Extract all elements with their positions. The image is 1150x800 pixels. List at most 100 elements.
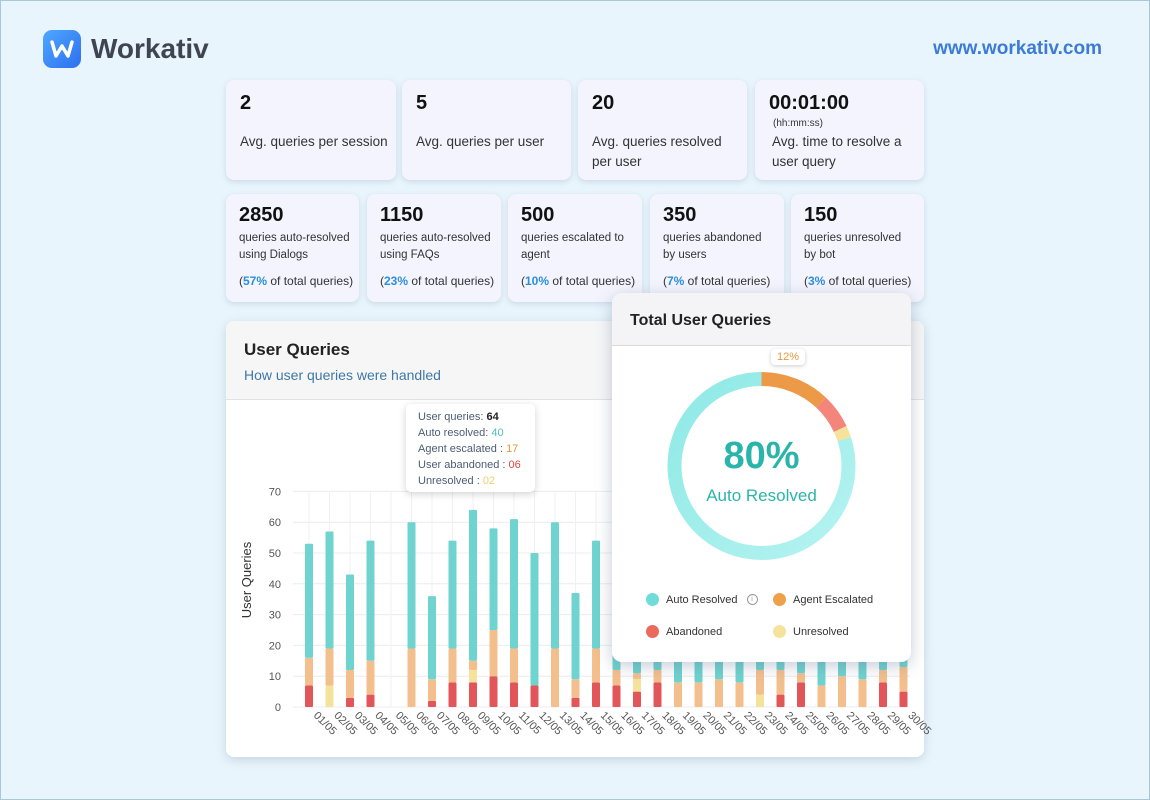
bar-segment-unresolved[interactable]: [325, 685, 334, 707]
bar-segment-agent-escalated[interactable]: [305, 657, 313, 686]
bar-segment-abandoned[interactable]: [571, 697, 580, 707]
breakdown-card-abandoned: 350 queries abandoned by users (7% of to…: [650, 194, 784, 302]
legend-unresolved[interactable]: Unresolved: [773, 625, 849, 638]
bar-segment-agent-escalated[interactable]: [469, 660, 477, 671]
bar-segment-agent-escalated[interactable]: [838, 676, 846, 707]
bar-segment-auto-resolved[interactable]: [551, 522, 559, 649]
bar-segment-agent-escalated[interactable]: [592, 648, 600, 683]
bar-segment-auto-resolved[interactable]: [448, 540, 457, 649]
bar-segment-abandoned[interactable]: [879, 682, 887, 707]
bar-segment-auto-resolved[interactable]: [510, 519, 518, 649]
bar-segment-abandoned[interactable]: [469, 682, 477, 707]
bar-segment-abandoned[interactable]: [612, 685, 621, 707]
bar-segment-unresolved[interactable]: [756, 694, 764, 707]
bar-segment-abandoned[interactable]: [428, 700, 436, 707]
bar-segment-auto-resolved[interactable]: [305, 543, 313, 658]
donut-agent-escalated[interactable]: [761, 372, 826, 408]
legend-label: Unresolved: [793, 625, 849, 638]
bar-segment-agent-escalated[interactable]: [612, 670, 621, 686]
stat-label: Avg. queries resolved per user: [592, 134, 722, 169]
breakdown-card-dialogs: 2850 queries auto-resolved using Dialogs…: [226, 194, 359, 302]
bar-segment-agent-escalated[interactable]: [776, 670, 785, 695]
bar-segment-auto-resolved[interactable]: [366, 540, 375, 661]
bar-segment-agent-escalated[interactable]: [756, 670, 764, 695]
bar-segment-unresolved[interactable]: [469, 670, 477, 683]
bar-segment-agent-escalated[interactable]: [653, 670, 662, 683]
bar-segment-agent-escalated[interactable]: [551, 648, 559, 707]
bar-segment-auto-resolved[interactable]: [817, 654, 826, 686]
bar-segment-auto-resolved[interactable]: [407, 522, 416, 649]
bar-segment-unresolved[interactable]: [633, 679, 641, 692]
bar-segment-agent-escalated[interactable]: [428, 679, 436, 701]
bar-segment-abandoned[interactable]: [592, 682, 600, 707]
bar-segment-auto-resolved[interactable]: [469, 509, 477, 661]
stat-label: Avg. queries per session: [240, 134, 388, 149]
breakdown-label: queries escalated to agent: [521, 232, 624, 261]
bar-segment-agent-escalated[interactable]: [715, 679, 723, 707]
bar-segment-agent-escalated[interactable]: [735, 682, 744, 707]
bar-segment-agent-escalated[interactable]: [817, 685, 826, 707]
bar-segment-abandoned[interactable]: [448, 682, 457, 707]
y-tick-label: 50: [269, 548, 281, 560]
stat-value: 2: [240, 92, 252, 114]
legend-agent-escalated[interactable]: Agent Escalated: [773, 593, 873, 606]
stat-label: Avg. time to resolve a user query: [772, 134, 902, 169]
legend-label: Abandoned: [666, 625, 723, 638]
bar-segment-auto-resolved[interactable]: [325, 531, 334, 649]
bar-segment-agent-escalated[interactable]: [448, 648, 457, 683]
bar-segment-agent-escalated[interactable]: [346, 670, 354, 698]
donut-auto-resolved[interactable]: [667, 372, 856, 560]
tooltip-resolved: Auto resolved: 40: [418, 427, 504, 439]
legend-label: Auto Resolved: [666, 593, 738, 606]
bar-segment-abandoned[interactable]: [797, 682, 805, 707]
donut-unresolved[interactable]: [833, 425, 851, 442]
website-link[interactable]: www.workativ.com: [933, 38, 1102, 59]
bar-segment-agent-escalated[interactable]: [694, 682, 703, 707]
breakdown-percent: (10% of total queries): [521, 274, 636, 288]
legend-abandoned[interactable]: Abandoned: [646, 625, 722, 638]
bar-segment-agent-escalated[interactable]: [325, 648, 334, 686]
info-icon[interactable]: i: [746, 594, 758, 605]
bar-segment-abandoned[interactable]: [305, 685, 313, 707]
breakdown-card-faqs: 1150 queries auto-resolved using FAQs (2…: [367, 194, 501, 302]
bar-segment-agent-escalated[interactable]: [571, 679, 580, 698]
bar-segment-auto-resolved[interactable]: [428, 596, 436, 680]
breakdown-value: 350: [663, 204, 697, 226]
bar-segment-agent-escalated[interactable]: [879, 670, 887, 683]
bar-segment-abandoned[interactable]: [653, 682, 662, 707]
x-tick-label: 11/05: [516, 710, 543, 737]
bar-segment-agent-escalated[interactable]: [858, 679, 867, 707]
bar-segment-auto-resolved[interactable]: [592, 540, 600, 649]
y-tick-label: 70: [269, 486, 281, 498]
bar-segment-agent-escalated[interactable]: [366, 660, 375, 695]
tooltip-unresolved: Unresolved : 02: [418, 475, 496, 487]
bar-segment-agent-escalated[interactable]: [489, 630, 498, 677]
bar-segment-auto-resolved[interactable]: [346, 574, 354, 671]
y-tick-label: 30: [269, 610, 281, 622]
brand-logo[interactable]: Workativ: [43, 30, 209, 68]
bar-segment-agent-escalated[interactable]: [510, 648, 518, 683]
bar-segment-agent-escalated[interactable]: [797, 673, 805, 683]
bar-segment-abandoned[interactable]: [346, 697, 354, 707]
bar-segment-abandoned[interactable]: [366, 694, 375, 707]
donut-abandoned[interactable]: [816, 397, 847, 433]
breakdown-value: 2850: [239, 204, 284, 226]
bar-segment-agent-escalated[interactable]: [674, 682, 682, 707]
bar-segment-auto-resolved[interactable]: [530, 553, 539, 686]
bar-segment-abandoned[interactable]: [510, 682, 518, 707]
bar-segment-auto-resolved[interactable]: [571, 593, 580, 680]
bar-segment-agent-escalated[interactable]: [899, 666, 908, 692]
y-tick-label: 20: [269, 640, 281, 652]
breakdown-value: 1150: [380, 204, 424, 226]
bar-segment-abandoned[interactable]: [530, 685, 539, 707]
bar-segment-abandoned[interactable]: [633, 691, 641, 707]
bar-segment-abandoned[interactable]: [776, 694, 785, 707]
bar-segment-auto-resolved[interactable]: [489, 528, 498, 630]
bar-segment-agent-escalated[interactable]: [633, 673, 641, 680]
bar-segment-abandoned[interactable]: [899, 691, 908, 707]
total-user-queries-header: [612, 293, 911, 346]
bar-segment-agent-escalated[interactable]: [407, 648, 416, 707]
bar-segment-abandoned[interactable]: [489, 676, 498, 707]
legend-auto-resolved[interactable]: Auto Resolved i: [646, 593, 758, 606]
